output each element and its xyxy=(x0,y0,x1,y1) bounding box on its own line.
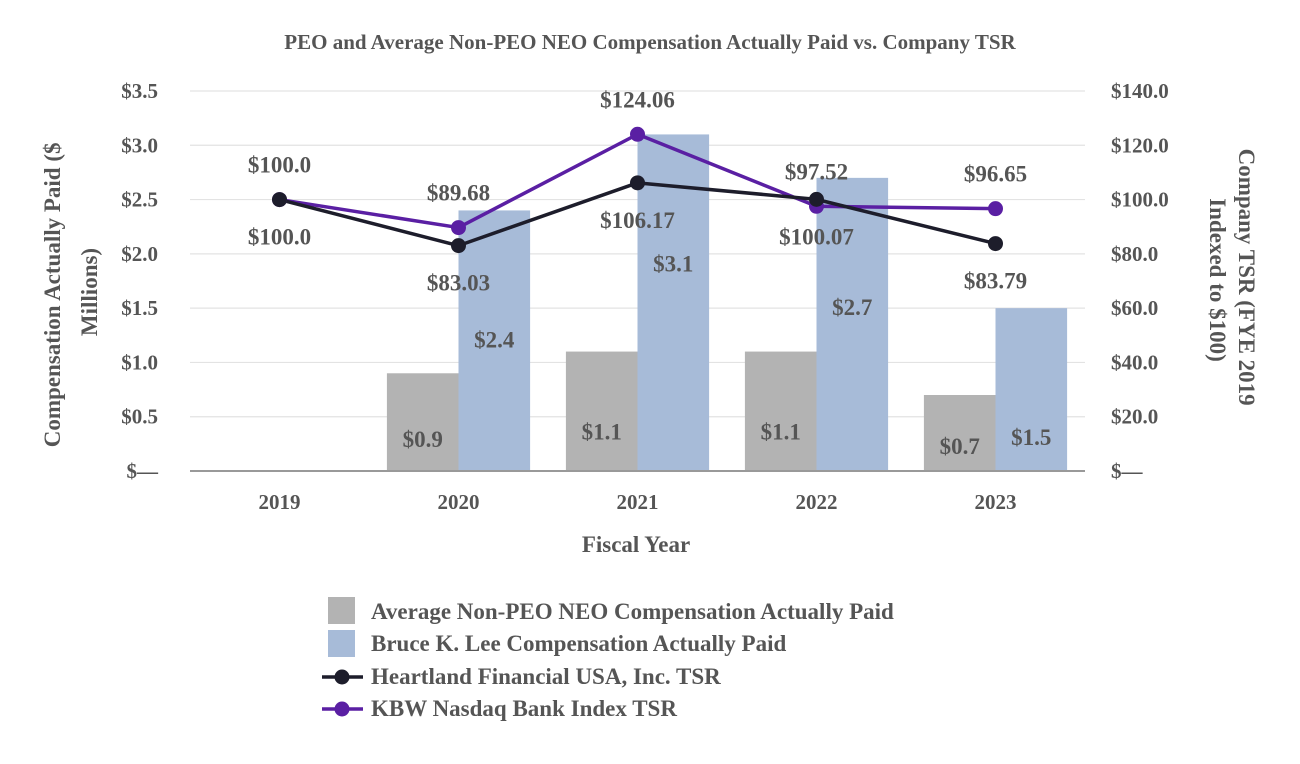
right-tick-label: $140.0 xyxy=(1111,79,1169,103)
line-data-label: $83.79 xyxy=(964,269,1027,294)
line-data-label: $89.68 xyxy=(427,181,490,206)
bar xyxy=(386,373,459,471)
bar-data-label: $1.1 xyxy=(761,420,801,445)
line-group xyxy=(272,126,1003,254)
right-tick-label: $40.0 xyxy=(1111,350,1158,374)
legend-label-heartland: Heartland Financial USA, Inc. TSR xyxy=(371,664,721,689)
right-tick-label: $60.0 xyxy=(1111,296,1158,320)
chart-title: PEO and Average Non-PEO NEO Compensation… xyxy=(284,30,1016,54)
x-axis-ticks: 2019 2020 2021 2022 2023 xyxy=(259,490,1017,514)
data-labels: $0.9 $1.1 $1.1 $0.7 $2.4 $3.1 $2.7 $1.5 $100.0 $8… xyxy=(248,87,1052,459)
left-tick-label: $— xyxy=(127,459,160,483)
series-marker xyxy=(630,175,645,191)
x-axis-title: Fiscal Year xyxy=(582,532,690,557)
series-marker xyxy=(272,192,287,208)
bar xyxy=(565,351,638,471)
series-marker xyxy=(451,238,466,254)
x-tick-label: 2019 xyxy=(259,490,301,514)
line-data-label: $100.07 xyxy=(779,224,854,249)
line-data-label: $97.52 xyxy=(785,159,848,184)
bar-data-label: $0.7 xyxy=(940,434,980,459)
right-y-axis-ticks: $— $20.0 $40.0 $60.0 $80.0 $100.0 $120.0 $140.0 xyxy=(1111,79,1169,483)
left-tick-label: $3.5 xyxy=(121,79,158,103)
line-data-label: $106.17 xyxy=(600,208,675,233)
left-tick-label: $0.5 xyxy=(121,405,158,429)
legend-swatch-peo xyxy=(328,630,355,657)
bar xyxy=(458,210,531,471)
line-data-label: $96.65 xyxy=(964,162,1027,187)
legend-swatch-non-peo xyxy=(328,597,355,624)
series-marker xyxy=(988,201,1003,217)
bar xyxy=(995,308,1068,471)
left-axis-title-line-2: Millions) xyxy=(77,248,102,336)
bar-data-label: $3.1 xyxy=(653,251,693,276)
series-marker xyxy=(988,236,1003,252)
left-tick-label: $1.0 xyxy=(121,350,158,374)
left-tick-label: $1.5 xyxy=(121,296,158,320)
legend-label-peo: Bruce K. Lee Compensation Actually Paid xyxy=(371,631,786,656)
line-data-label: $100.0 xyxy=(248,153,311,178)
bar-group xyxy=(386,134,1068,471)
legend-marker-heartland xyxy=(334,669,350,685)
series-marker xyxy=(630,126,645,142)
bar xyxy=(637,134,710,471)
bar xyxy=(816,177,889,471)
legend: Average Non-PEO NEO Compensation Actuall… xyxy=(322,597,894,721)
legend-marker-kbw xyxy=(334,701,350,717)
left-axis-title-line-1: Compensation Actually Paid ($ xyxy=(40,142,65,447)
bar xyxy=(923,395,996,471)
bar-data-label: $2.4 xyxy=(474,327,515,352)
legend-label-kbw: KBW Nasdaq Bank Index TSR xyxy=(371,696,677,721)
right-tick-label: $20.0 xyxy=(1111,405,1158,429)
left-axis-title: Compensation Actually Paid ($ Millions) xyxy=(40,137,102,448)
left-y-axis-ticks: $— $0.5 $1.0 $1.5 $2.0 $2.5 $3.0 $3.5 xyxy=(121,79,159,483)
right-tick-label: $100.0 xyxy=(1111,188,1169,212)
right-tick-label: $— xyxy=(1111,459,1144,483)
x-tick-label: 2021 xyxy=(617,490,659,514)
x-tick-label: 2023 xyxy=(975,490,1017,514)
line-data-label: $100.0 xyxy=(248,225,311,250)
x-tick-label: 2020 xyxy=(438,490,480,514)
line-data-label: $83.03 xyxy=(427,271,490,296)
left-tick-label: $2.5 xyxy=(121,188,158,212)
x-tick-label: 2022 xyxy=(796,490,838,514)
right-axis-title-line-1: Company TSR (FYE 2019 xyxy=(1234,149,1259,406)
bar xyxy=(744,351,817,471)
legend-label-non-peo: Average Non-PEO NEO Compensation Actuall… xyxy=(371,599,894,624)
right-axis-title-line-2: Indexed to $100) xyxy=(1205,198,1230,362)
left-tick-label: $3.0 xyxy=(121,133,158,157)
bar-data-label: $1.5 xyxy=(1011,425,1051,450)
right-tick-label: $120.0 xyxy=(1111,133,1169,157)
right-tick-label: $80.0 xyxy=(1111,242,1158,266)
series-marker xyxy=(809,191,824,207)
bar-data-label: $1.1 xyxy=(582,420,622,445)
left-tick-label: $2.0 xyxy=(121,242,158,266)
series-marker xyxy=(451,220,466,236)
line-data-label: $124.06 xyxy=(600,87,675,112)
bar-data-label: $2.7 xyxy=(832,295,872,320)
right-axis-title: Company TSR (FYE 2019 Indexed to $100) xyxy=(1205,149,1259,412)
bar-data-label: $0.9 xyxy=(403,427,443,452)
